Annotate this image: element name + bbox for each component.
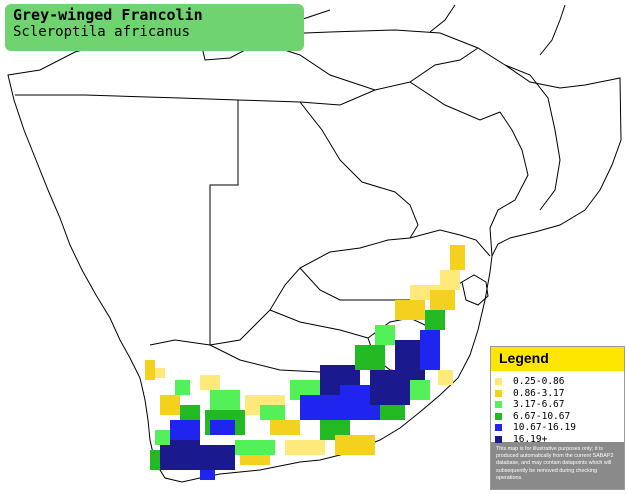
cell xyxy=(420,330,440,370)
cell xyxy=(200,470,215,480)
legend-label: 16.19+ xyxy=(513,433,548,445)
border-north-top xyxy=(539,4,566,56)
cell xyxy=(300,395,340,420)
cell xyxy=(175,380,190,395)
cell xyxy=(375,325,395,345)
occurrence-cells xyxy=(145,245,465,480)
cell xyxy=(355,345,385,370)
cell xyxy=(210,420,235,435)
legend-swatch xyxy=(495,424,502,432)
cell xyxy=(210,390,240,410)
cell xyxy=(240,455,270,465)
cell xyxy=(440,270,460,290)
border-zambia-zimbabwe xyxy=(299,81,501,121)
legend-label: 10.67-16.19 xyxy=(513,422,576,434)
legend-swatch xyxy=(495,401,502,409)
legend-row: 16.19+ xyxy=(495,434,624,446)
legend-heading: Legend xyxy=(491,347,624,371)
cell xyxy=(155,430,170,445)
border-malawi xyxy=(504,64,561,211)
cell xyxy=(235,440,275,455)
cell xyxy=(438,370,453,385)
cell xyxy=(380,405,405,420)
cell xyxy=(410,380,430,400)
border-zimbabwe-mozambique xyxy=(409,47,479,83)
cell xyxy=(170,420,200,440)
legend-row: 6.67-10.67 xyxy=(495,411,624,423)
cell xyxy=(145,360,155,380)
cell xyxy=(270,420,300,435)
legend-swatch xyxy=(495,378,502,386)
legend-swatch xyxy=(495,412,502,420)
legend-body: 0.25-0.86 0.86-3.17 3.17-6.67 6.67-10.67… xyxy=(491,371,624,445)
cell xyxy=(155,368,165,378)
border-botswana-zimbabwe xyxy=(299,101,419,239)
cell xyxy=(450,245,465,270)
legend-label: 0.86-3.17 xyxy=(513,387,565,399)
cell xyxy=(425,310,445,330)
common-name: Grey-winged Francolin xyxy=(13,6,203,24)
legend-row: 0.25-0.86 xyxy=(495,376,624,388)
cell xyxy=(395,300,425,320)
legend-label: 0.25-0.86 xyxy=(513,376,565,388)
cell xyxy=(160,395,180,415)
legend-disclaimer: This map is for illustrative purposes on… xyxy=(491,442,624,489)
species-title-box: Grey-winged Francolin Scleroptila africa… xyxy=(5,4,304,51)
border-province-1 xyxy=(269,309,369,339)
border-namibia-botswana xyxy=(209,100,239,345)
legend-label: 6.67-10.67 xyxy=(513,410,571,422)
border-north-top-2 xyxy=(429,4,456,33)
legend-swatch xyxy=(495,435,502,443)
map-legend: Legend 0.25-0.86 0.86-3.17 3.17-6.67 6.6… xyxy=(490,346,625,490)
cell xyxy=(260,405,285,420)
border-namibia-north xyxy=(15,94,301,103)
border-sa-north xyxy=(149,229,491,346)
cell xyxy=(430,290,455,310)
coastline xyxy=(7,29,622,483)
border-mozambique-inner xyxy=(489,111,529,257)
cell xyxy=(195,445,235,470)
cell xyxy=(150,450,160,470)
legend-row: 0.86-3.17 xyxy=(495,388,624,400)
legend-swatch xyxy=(495,389,502,397)
cell xyxy=(200,375,220,390)
cell xyxy=(285,440,325,455)
legend-row: 10.67-16.19 xyxy=(495,422,624,434)
cell xyxy=(180,405,200,420)
cell xyxy=(335,435,375,455)
legend-label: 3.17-6.67 xyxy=(513,399,565,411)
border-swaziland xyxy=(461,274,489,306)
scientific-name: Scleroptila africanus xyxy=(13,24,191,40)
legend-row: 3.17-6.67 xyxy=(495,399,624,411)
